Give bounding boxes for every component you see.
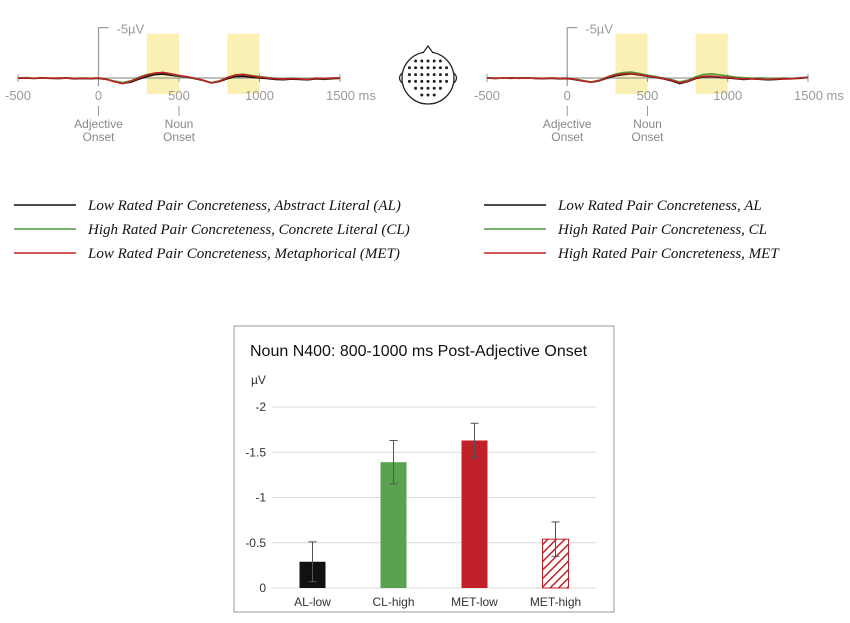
bar-y-tick-label: -1 bbox=[255, 491, 266, 505]
legend-label: Low Rated Pair Concreteness, Abstract Li… bbox=[87, 198, 401, 214]
onset-label: Noun bbox=[165, 117, 194, 131]
electrode-head-map-icon bbox=[398, 44, 458, 105]
y-scale-label: -5µV bbox=[117, 22, 145, 37]
electrode-dot bbox=[420, 93, 424, 97]
electrode-dot bbox=[407, 79, 411, 83]
erp-series-line-3 bbox=[486, 72, 809, 84]
erp-panel-right: -5µV-500 0 500 1000 1500 msAdjectiveOnsetNou… bbox=[474, 22, 844, 144]
onset-label: Onset bbox=[551, 130, 584, 144]
bar-y-tick-label: -0.5 bbox=[245, 536, 266, 550]
onset-label: Noun bbox=[633, 117, 662, 131]
electrode-dot bbox=[445, 73, 449, 77]
electrode-dot bbox=[426, 73, 430, 77]
electrode-dot bbox=[432, 86, 436, 90]
electrode-dot bbox=[420, 59, 424, 63]
electrode-dot bbox=[426, 86, 430, 90]
x-tick-label: 0 bbox=[564, 88, 571, 103]
legend-label: High Rated Pair Concreteness, Concrete L… bbox=[87, 222, 410, 238]
erp-panel-left: -5µV-500 0 500 1000 1500 msAdjectiveOnsetNou… bbox=[5, 22, 376, 144]
highlight-window-1 bbox=[615, 33, 648, 94]
bar-category-label: CL-high bbox=[372, 595, 414, 609]
electrode-dot bbox=[432, 59, 436, 63]
bar-chart-title: Noun N400: 800-1000 ms Post-Adjective On… bbox=[250, 343, 588, 360]
legend-label: Low Rated Pair Concreteness, Metaphorica… bbox=[87, 246, 400, 262]
onset-label: Onset bbox=[82, 130, 115, 144]
legend-left: Low Rated Pair Concreteness, Abstract Li… bbox=[14, 198, 410, 262]
electrode-dot bbox=[420, 79, 424, 83]
electrode-dot bbox=[445, 79, 449, 83]
x-tick-label: 500 bbox=[637, 88, 659, 103]
electrode-dot bbox=[432, 93, 436, 97]
bar-category-label: AL-low bbox=[294, 595, 331, 609]
legend-label: High Rated Pair Concreteness, CL bbox=[557, 222, 767, 238]
electrode-dot bbox=[426, 59, 430, 63]
x-tick-label: 0 bbox=[95, 88, 102, 103]
legend-label: Low Rated Pair Concreteness, AL bbox=[557, 198, 762, 214]
electrode-dot bbox=[414, 86, 418, 90]
electrode-dot bbox=[414, 59, 418, 63]
bar-chart-panel: Noun N400: 800-1000 ms Post-Adjective On… bbox=[233, 325, 615, 613]
bar-category-label: MET-low bbox=[451, 595, 498, 609]
x-tick-label: -500 bbox=[5, 88, 31, 103]
electrode-dot bbox=[438, 86, 442, 90]
erp-series-line-3 bbox=[17, 71, 341, 85]
x-tick-label: -500 bbox=[474, 88, 500, 103]
electrode-dot bbox=[420, 73, 424, 77]
electrode-dot bbox=[414, 73, 418, 77]
electrode-dot bbox=[426, 93, 430, 97]
onset-label: Onset bbox=[631, 130, 664, 144]
bar-y-tick-label: -2 bbox=[255, 400, 266, 414]
electrode-dot bbox=[432, 79, 436, 83]
electrode-dot bbox=[407, 66, 411, 70]
electrode-dot bbox=[445, 66, 449, 70]
electrode-dot bbox=[426, 66, 430, 70]
legend-label: High Rated Pair Concreteness, MET bbox=[557, 246, 780, 262]
electrode-dot bbox=[420, 66, 424, 70]
electrode-dot bbox=[414, 79, 418, 83]
electrode-dot bbox=[438, 79, 442, 83]
onset-label: Adjective bbox=[74, 117, 123, 131]
electrode-dot bbox=[432, 73, 436, 77]
x-tick-label: 1000 bbox=[245, 88, 274, 103]
electrode-dot bbox=[407, 73, 411, 77]
electrode-dot bbox=[438, 59, 442, 63]
bar-category-label: MET-high bbox=[530, 595, 581, 609]
y-scale-label: -5µV bbox=[585, 22, 613, 37]
electrode-dot bbox=[414, 66, 418, 70]
electrode-dot bbox=[426, 79, 430, 83]
highlight-window-2 bbox=[695, 33, 728, 94]
x-tick-label: 1000 bbox=[713, 88, 742, 103]
bar-y-tick-label: 0 bbox=[259, 581, 266, 595]
bar-chart-ylabel: µV bbox=[251, 373, 266, 387]
legend-right: Low Rated Pair Concreteness, AL High Rate… bbox=[484, 198, 780, 262]
electrode-dot bbox=[438, 73, 442, 77]
electrode-dot bbox=[432, 66, 436, 70]
highlight-window-1 bbox=[146, 33, 179, 94]
x-tick-label: 1500 ms bbox=[794, 88, 844, 103]
electrode-dot bbox=[420, 86, 424, 90]
bar-met-low bbox=[461, 440, 488, 588]
bar-y-tick-label: -1.5 bbox=[245, 445, 266, 459]
x-tick-label: 500 bbox=[168, 88, 190, 103]
onset-label: Onset bbox=[163, 130, 196, 144]
electrode-dot bbox=[438, 66, 442, 70]
highlight-window-2 bbox=[227, 33, 260, 94]
x-tick-label: 1500 ms bbox=[326, 88, 376, 103]
onset-label: Adjective bbox=[543, 117, 592, 131]
